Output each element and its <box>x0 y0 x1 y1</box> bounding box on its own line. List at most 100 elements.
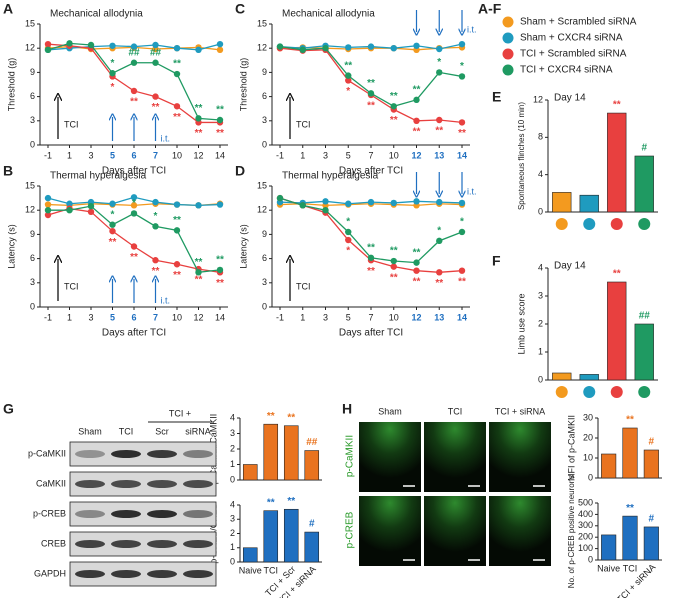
y-tick-label: 2 <box>538 318 543 328</box>
x-tick-label: 3 <box>88 312 93 322</box>
significance-label: ** <box>267 411 275 422</box>
blot-band <box>183 540 213 548</box>
significance-label: * <box>460 61 464 72</box>
y-tick-label: 20 <box>583 432 593 442</box>
y-tick-label: 12 <box>257 205 267 215</box>
y-tick-label: 6 <box>262 253 267 263</box>
y-tick-label: 3 <box>30 277 35 287</box>
panel-letter: F <box>492 253 501 269</box>
bar <box>579 194 599 213</box>
data-point <box>345 228 352 236</box>
data-point <box>345 72 352 79</box>
x-tick-label: -1 <box>44 312 52 322</box>
data-point <box>130 43 138 50</box>
x-axis-label: Days after TCI <box>102 328 166 339</box>
data-point <box>130 243 138 250</box>
y-axis-label: Latency (s) <box>238 224 248 269</box>
significance-label: ** <box>216 255 224 266</box>
significance-label: ** <box>216 105 224 116</box>
row-label: CREB <box>41 538 66 548</box>
significance-label: ** <box>367 266 375 277</box>
significance-label: ** <box>130 252 138 263</box>
y-tick-label: 3 <box>230 514 235 524</box>
data-point <box>413 42 420 49</box>
significance-label: ** <box>435 126 443 137</box>
blot-band <box>111 450 141 458</box>
y-tick-label: 0 <box>538 206 543 216</box>
y-tick-label: 3 <box>262 277 267 287</box>
data-point <box>345 44 352 51</box>
bar <box>263 423 279 481</box>
legend-label: Sham + Scrambled siRNA <box>520 17 637 28</box>
x-tick-label: 5 <box>110 150 115 160</box>
y-tick-label: 200 <box>578 532 593 542</box>
chart-title: Mechanical allodynia <box>282 9 375 20</box>
bar <box>552 192 572 213</box>
significance-label: ## <box>639 311 651 322</box>
y-tick-label: 3 <box>230 428 235 438</box>
row-label: p-CREB <box>345 511 356 548</box>
x-tick-label: -1 <box>276 150 284 160</box>
x-tick-label: -1 <box>44 150 52 160</box>
y-tick-label: 4 <box>230 412 235 422</box>
significance-label: * <box>111 209 115 220</box>
tci-label: TCI <box>64 281 79 291</box>
x-tick-label: 7 <box>153 150 158 160</box>
y-tick-label: 3 <box>30 115 35 125</box>
data-point <box>195 115 202 122</box>
x-tick-label: 12 <box>411 150 421 160</box>
significance-label: ** <box>435 278 443 289</box>
blot-band <box>75 570 105 578</box>
x-tick-label: 13 <box>434 312 444 322</box>
group-marker <box>555 218 568 230</box>
blot-band <box>147 570 177 578</box>
significance-label: ** <box>195 257 203 268</box>
group-marker <box>583 218 596 230</box>
blot-band <box>111 570 141 578</box>
data-point <box>276 194 284 202</box>
blot-band <box>75 450 105 458</box>
y-axis-label: Limb use score <box>516 293 526 354</box>
data-point <box>413 96 420 104</box>
significance-label: * <box>154 211 158 222</box>
data-point <box>276 43 284 50</box>
chart-subtitle: Day 14 <box>554 93 586 104</box>
lane-group-label: TCI + <box>169 408 191 418</box>
x-tick-label: 14 <box>215 312 225 322</box>
significance-label: ** <box>173 215 181 226</box>
panel-letter: C <box>235 1 245 17</box>
data-point <box>173 103 181 110</box>
blot-band <box>183 480 213 488</box>
data-point <box>87 208 95 216</box>
data-point <box>130 194 138 201</box>
significance-label: ** <box>367 78 375 89</box>
y-tick-label: 10 <box>583 452 593 462</box>
significance-label: ** <box>152 102 160 113</box>
significance-label: ## <box>150 47 162 58</box>
bar <box>242 547 258 563</box>
y-tick-label: 0 <box>262 301 267 311</box>
y-tick-label: 15 <box>257 18 267 28</box>
micrograph <box>424 422 486 492</box>
y-tick-label: 12 <box>533 94 543 104</box>
data-point <box>436 116 443 124</box>
row-label: p-CaMKII <box>345 435 356 477</box>
row-label: p-CaMKII <box>28 448 66 458</box>
bar <box>283 425 299 481</box>
micrograph <box>489 422 551 492</box>
significance-label: ** <box>109 237 117 248</box>
y-tick-label: 9 <box>262 229 267 239</box>
significance-label: ** <box>130 97 138 108</box>
data-point <box>436 237 443 245</box>
column-label: TCI <box>448 406 463 416</box>
y-tick-label: 15 <box>25 18 35 28</box>
injection-label: i.t. <box>467 186 477 196</box>
legend-swatch <box>502 64 514 76</box>
tci-label: TCI <box>296 119 311 129</box>
data-point <box>109 221 116 228</box>
panel-letter: D <box>235 163 245 179</box>
data-point <box>458 40 466 48</box>
data-point <box>44 207 52 214</box>
data-point <box>299 202 306 209</box>
panel-letter: B <box>3 163 13 179</box>
